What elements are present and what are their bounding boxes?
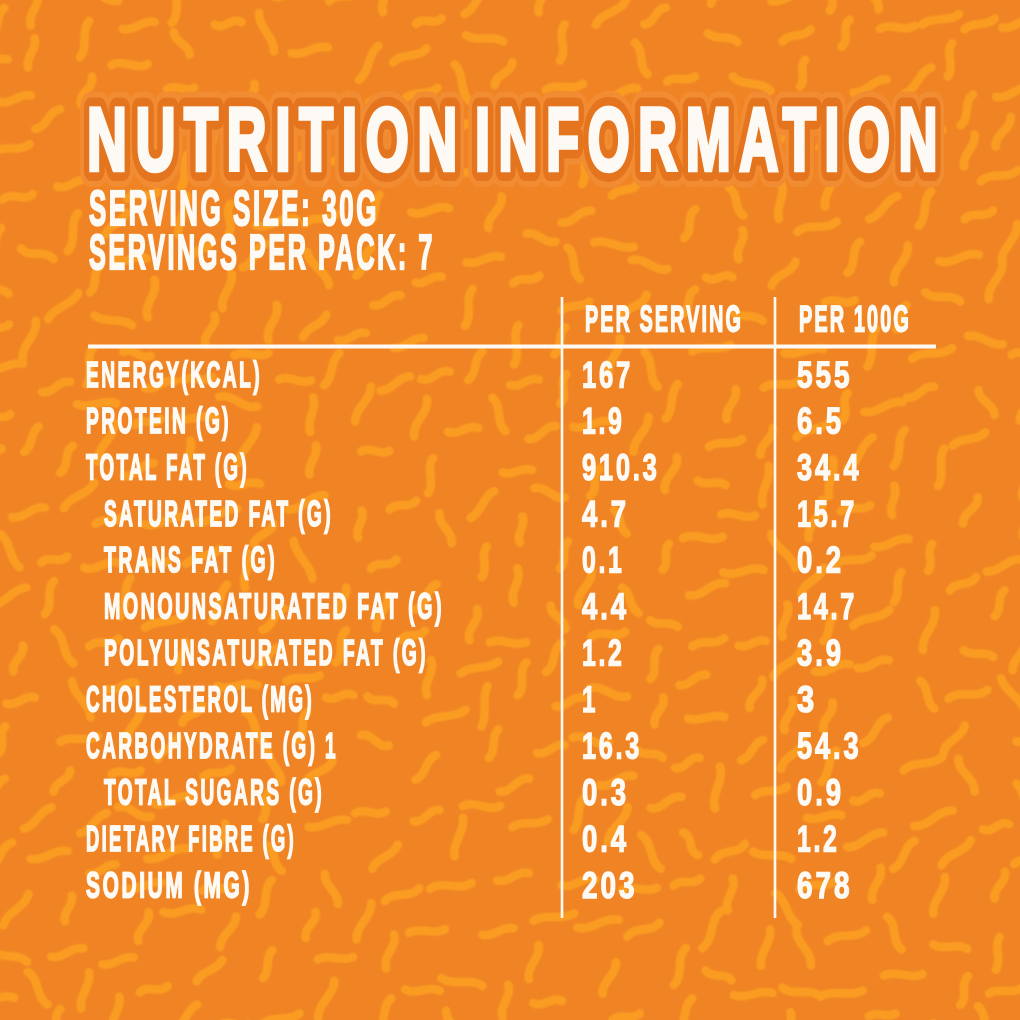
svg-text:INFORMATION: INFORMATION — [475, 89, 946, 189]
svg-text:TOTAL SUGARS (G): TOTAL SUGARS (G) — [104, 773, 324, 813]
svg-text:3: 3 — [797, 678, 818, 720]
svg-text:NUTRITION: NUTRITION — [87, 89, 466, 189]
svg-text:4.4: 4.4 — [582, 585, 629, 627]
svg-text:4.7: 4.7 — [582, 492, 629, 534]
svg-text:CHOLESTEROL (MG): CHOLESTEROL (MG) — [86, 680, 314, 720]
svg-text:1.2: 1.2 — [797, 817, 840, 859]
svg-text:167: 167 — [582, 353, 633, 395]
svg-text:1.2: 1.2 — [582, 631, 625, 673]
svg-text:PER SERVING: PER SERVING — [585, 297, 743, 339]
svg-text:SATURATED FAT (G): SATURATED FAT (G) — [104, 494, 333, 534]
svg-text:INFORMATION: INFORMATION — [475, 89, 946, 189]
svg-text:SODIUM (MG): SODIUM (MG) — [86, 866, 252, 906]
svg-text:16.3: 16.3 — [582, 724, 642, 766]
svg-text:910.3: 910.3 — [582, 446, 660, 488]
svg-text:PROTEIN (G): PROTEIN (G) — [86, 401, 231, 441]
svg-text:0.1: 0.1 — [582, 538, 625, 580]
svg-text:TRANS FAT (G): TRANS FAT (G) — [104, 540, 277, 580]
svg-text:MONOUNSATURATED FAT (G): MONOUNSATURATED FAT (G) — [104, 587, 444, 627]
svg-text:15.7: 15.7 — [797, 492, 857, 534]
svg-text:SERVINGS PER PACK: 7: SERVINGS PER PACK: 7 — [89, 226, 435, 280]
svg-text:POLYUNSATURATED FAT (G): POLYUNSATURATED FAT (G) — [104, 633, 428, 673]
svg-text:6.5: 6.5 — [797, 399, 844, 441]
svg-text:1.9: 1.9 — [582, 399, 625, 441]
svg-text:3.9: 3.9 — [797, 631, 844, 673]
svg-text:555: 555 — [797, 353, 853, 395]
svg-text:NUTRITION: NUTRITION — [87, 89, 466, 189]
svg-text:INFORMATION: INFORMATION — [475, 89, 946, 189]
svg-text:SERVING SIZE: 30G: SERVING SIZE: 30G — [89, 182, 379, 236]
svg-text:NUTRITION: NUTRITION — [87, 89, 466, 189]
svg-text:54.3: 54.3 — [797, 724, 862, 766]
svg-text:0.4: 0.4 — [582, 817, 629, 859]
svg-text:0.3: 0.3 — [582, 771, 629, 813]
svg-text:14.7: 14.7 — [797, 585, 857, 627]
svg-text:ENERGY(KCAL): ENERGY(KCAL) — [86, 355, 262, 395]
svg-text:34.4: 34.4 — [797, 446, 862, 488]
svg-text:678: 678 — [797, 864, 853, 906]
svg-text:0.2: 0.2 — [797, 538, 844, 580]
svg-text:0.9: 0.9 — [797, 771, 844, 813]
svg-text:TOTAL FAT (G): TOTAL FAT (G) — [86, 448, 249, 488]
svg-text:DIETARY FIBRE (G): DIETARY FIBRE (G) — [86, 819, 296, 859]
svg-text:PER 100G: PER 100G — [799, 297, 911, 339]
svg-text:CARBOHYDRATE (G) 1: CARBOHYDRATE (G) 1 — [86, 726, 338, 766]
svg-text:203: 203 — [582, 864, 638, 906]
svg-text:1: 1 — [582, 678, 598, 720]
